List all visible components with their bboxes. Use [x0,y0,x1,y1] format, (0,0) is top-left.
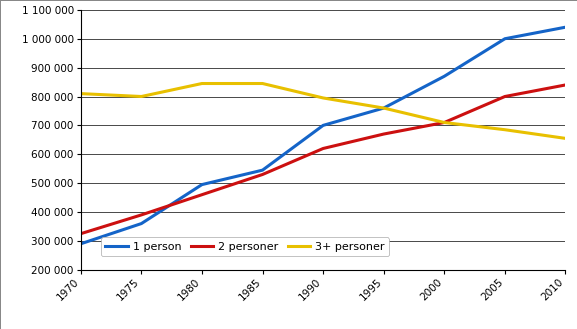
1 person [501,37,508,41]
3+ personer [501,128,508,132]
2 personer [77,232,84,236]
Line: 2 personer: 2 personer [81,85,565,234]
2 personer [562,83,569,87]
2 personer [320,146,327,150]
3+ personer [138,94,145,98]
1 person [77,242,84,246]
3+ personer [441,120,448,124]
1 person [562,25,569,29]
3+ personer [380,106,387,110]
3+ personer [77,92,84,96]
Line: 1 person: 1 person [81,27,565,244]
2 personer [198,193,205,197]
3+ personer [259,82,266,86]
1 person [259,168,266,172]
3+ personer [320,96,327,100]
1 person [320,123,327,127]
1 person [198,183,205,187]
1 person [380,106,387,110]
2 personer [380,132,387,136]
3+ personer [562,137,569,140]
1 person [138,222,145,226]
2 personer [259,172,266,176]
Legend: 1 person, 2 personer, 3+ personer: 1 person, 2 personer, 3+ personer [101,238,389,256]
2 personer [501,94,508,98]
1 person [441,74,448,78]
Line: 3+ personer: 3+ personer [81,84,565,139]
2 personer [441,120,448,124]
2 personer [138,213,145,217]
3+ personer [198,82,205,86]
